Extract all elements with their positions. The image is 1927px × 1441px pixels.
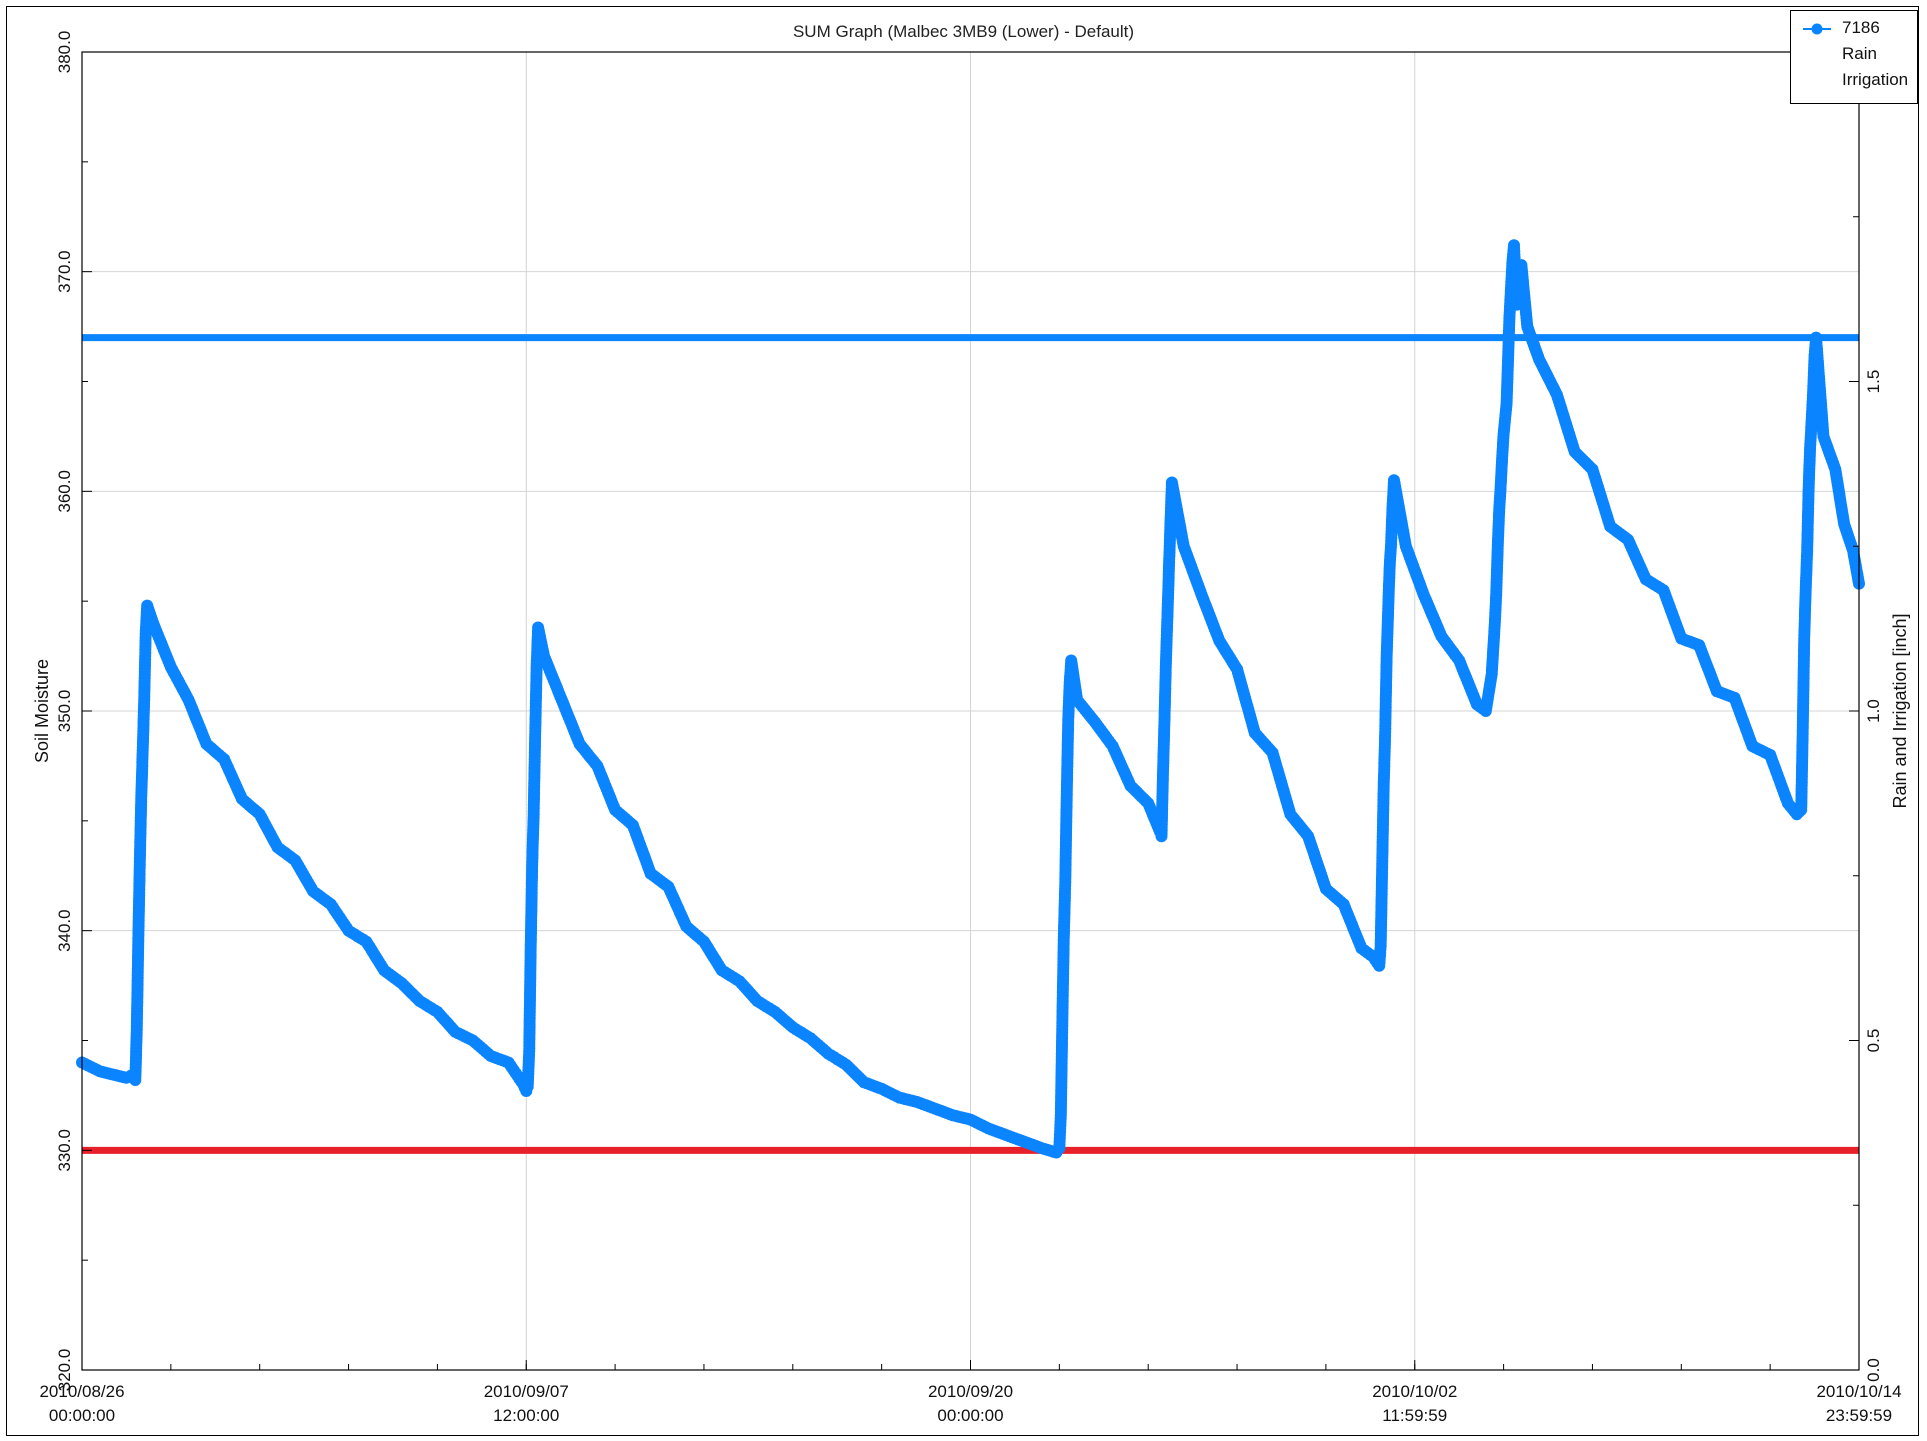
legend-rain-label: Rain — [1842, 44, 1877, 63]
x-tick-date: 2010/09/07 — [483, 1382, 569, 1401]
legend-irrigation-label: Irrigation — [1842, 70, 1909, 89]
chart-frame — [6, 6, 1919, 1436]
grid-lines — [81, 51, 1860, 1371]
chart-title: SUM Graph (Malbec 3MB9 (Lower) - Default… — [792, 22, 1135, 41]
x-tick-date: 2010/10/14 — [1816, 1382, 1902, 1401]
x-tick-time: 00:00:00 — [48, 1406, 116, 1425]
y-right-tick-label: 0.0 — [1864, 1358, 1883, 1382]
x-tick-time: 11:59:59 — [1382, 1406, 1448, 1425]
x-tick-label: 2010/10/02 11:59:59 — [1345, 1380, 1485, 1428]
y-right-tick-label: 0.5 — [1864, 1029, 1883, 1053]
y-tick-label: 330.0 — [55, 1129, 74, 1172]
x-tick-time: 12:00:00 — [493, 1406, 560, 1425]
legend-series-marker-icon — [1803, 23, 1831, 35]
y-right-tick-label: 1.0 — [1864, 699, 1883, 723]
y-tick-label: 360.0 — [55, 470, 74, 513]
x-tick-label: 2010/08/26 00:00:00 — [12, 1380, 152, 1428]
x-tick-label: 2010/09/20 00:00:00 — [901, 1380, 1041, 1428]
y-axis-title: Soil Moisture — [32, 659, 52, 763]
y-tick-label: 320.0 — [55, 1349, 74, 1392]
x-tick-time: 00:00:00 — [937, 1406, 1004, 1425]
y-tick-label: 340.0 — [55, 909, 74, 952]
reference-lines — [82, 334, 1859, 1154]
legend-series-label: 7186 — [1842, 18, 1880, 37]
x-tick-date: 2010/08/26 — [39, 1382, 125, 1401]
legend[interactable]: 7186 Rain Irrigation — [1790, 10, 1918, 104]
x-tick-label: 2010/10/14 23:59:59 — [1789, 1380, 1927, 1428]
y-tick-label: 370.0 — [55, 250, 74, 293]
y-tick-label: 350.0 — [55, 690, 74, 733]
y-right-axis-title: Rain and Irrigation [inch] — [1890, 613, 1910, 808]
x-tick-date: 2010/09/20 — [927, 1382, 1014, 1401]
series-7186 — [76, 239, 1865, 1159]
y-right-tick-label: 1.5 — [1864, 370, 1883, 394]
x-tick-date: 2010/10/02 — [1372, 1382, 1458, 1401]
y-tick-label: 380.0 — [55, 31, 74, 74]
x-tick-label: 2010/09/07 12:00:00 — [456, 1380, 596, 1428]
axes: 320.0 330.0 340.0 350.0 360.0 370.0 380.0 0.0 0.… — [32, 31, 1910, 1392]
x-tick-time: 23:59:59 — [1825, 1406, 1893, 1425]
